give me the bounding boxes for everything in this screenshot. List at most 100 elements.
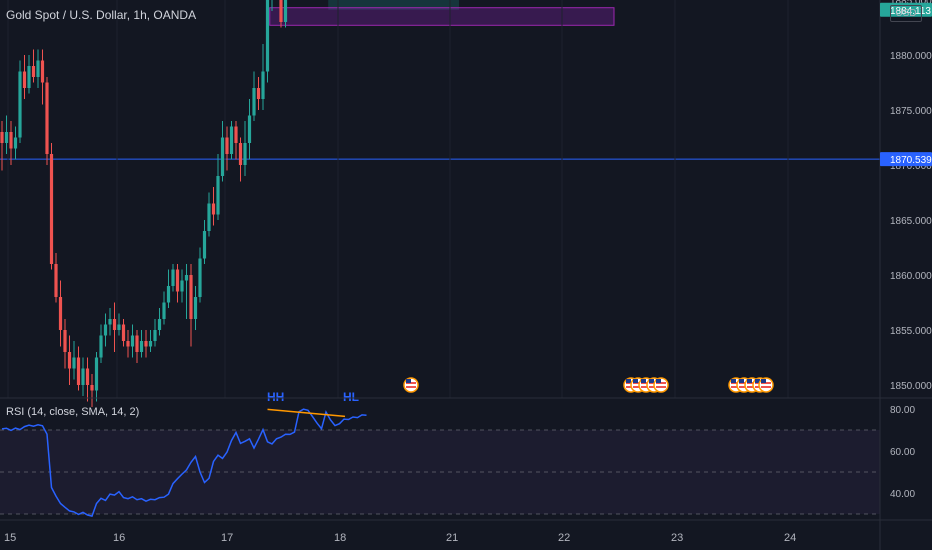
candle-body [108,319,112,325]
flag-stripe [406,386,416,388]
take-profit-zone [328,0,459,10]
candle-body [67,352,72,369]
price-label-text: 1884.113 [890,6,931,17]
candle-body [175,269,180,292]
candle-body [0,132,4,143]
us-flag-event-icon[interactable] [653,377,669,393]
candle-body [265,0,270,72]
candle-body [261,71,265,99]
candle-body [207,203,211,231]
candle-body [234,126,238,143]
flag-stripe [761,386,771,388]
candle-body [180,280,184,292]
candle-body [27,66,31,88]
candle-body [4,132,9,143]
candle-body [225,137,229,154]
time-tick-label: 15 [4,532,16,544]
candle-body [9,132,13,149]
candle-body [283,0,288,22]
candle-body [117,324,121,330]
price-tick-label: 1860.000 [890,271,932,282]
candle-body [247,115,252,143]
candle-body [153,330,157,341]
price-tick-label: 1850.000 [890,381,932,392]
candle-body [36,60,40,77]
candle-body [76,357,81,385]
time-tick-label: 23 [671,532,683,544]
candle-body [279,0,283,22]
lower-hl-label: HL [343,390,359,404]
time-tick-label: 22 [558,532,570,544]
candle-body [148,341,153,347]
currency-button[interactable]: USD [890,5,922,22]
candle-body [90,385,94,391]
candle-body [18,71,22,138]
flag-canton [755,379,760,383]
candle-body [130,335,135,347]
flag-canton [626,379,631,383]
flag-canton [761,379,766,383]
candle-body [81,368,85,385]
candle-body [40,60,45,83]
candle-body [184,275,189,281]
candle-body [121,324,126,341]
candle-body [193,297,198,319]
price-tick-label: 1855.000 [890,326,932,337]
time-tick-label: 24 [784,532,796,544]
candle-body [256,88,261,99]
lower-hh-label: HH [267,390,284,404]
time-tick-label: 16 [113,532,125,544]
candle-body [63,330,67,352]
flag-stripe [641,386,651,388]
candle-body [94,357,99,391]
rsi-title: RSI (14, close, SMA, 14, 2) [6,406,140,418]
flag-stripe [739,386,749,388]
price-label-box [880,152,932,167]
flag-canton [641,379,646,383]
candle-body [31,66,36,77]
candle-body [72,357,76,369]
rsi-divergence-line [267,408,346,418]
candle-body [139,341,144,352]
candle-body [211,203,216,215]
flag-canton [739,379,744,383]
candle-body [112,319,117,330]
flag-stripe [731,386,741,388]
price-axis-label: 1884.113 [880,2,932,17]
flag-canton [656,379,661,383]
candle-body [54,264,58,297]
candle-body [166,286,171,303]
candle-body [162,302,166,319]
flag-stripe [633,386,643,388]
candle-body [243,143,247,165]
us-flag-event-icon[interactable] [403,377,419,393]
candle-body [22,71,27,88]
price-tick-label: 1870.000 [890,161,932,172]
price-tick-label: 1865.000 [890,216,932,227]
candle-body [13,137,18,149]
price-label-box [880,2,932,17]
rsi-line [1,408,367,517]
us-flag-event-icon[interactable] [758,377,774,393]
candle-body [238,143,243,165]
flag-canton [406,379,411,383]
time-tick-label: 21 [446,532,458,544]
price-axis-label: 1870.539 [880,152,932,167]
candle-body [220,137,225,176]
flag-stripe [656,386,666,388]
flag-stripe [747,386,757,388]
candle-body [135,335,139,352]
flag-canton [747,379,752,383]
candle-body [126,341,130,347]
chart-title: Gold Spot / U.S. Dollar, 1h, OANDA [6,8,197,22]
time-tick-label: 18 [334,532,346,544]
candle-body [99,335,103,358]
candle-body [144,341,148,347]
time-tick-label: 17 [221,532,233,544]
candle-body [229,126,234,154]
candle-body [103,324,108,336]
price-label-text: 1870.539 [890,155,932,166]
flag-canton [649,379,654,383]
candle-body [171,269,175,286]
